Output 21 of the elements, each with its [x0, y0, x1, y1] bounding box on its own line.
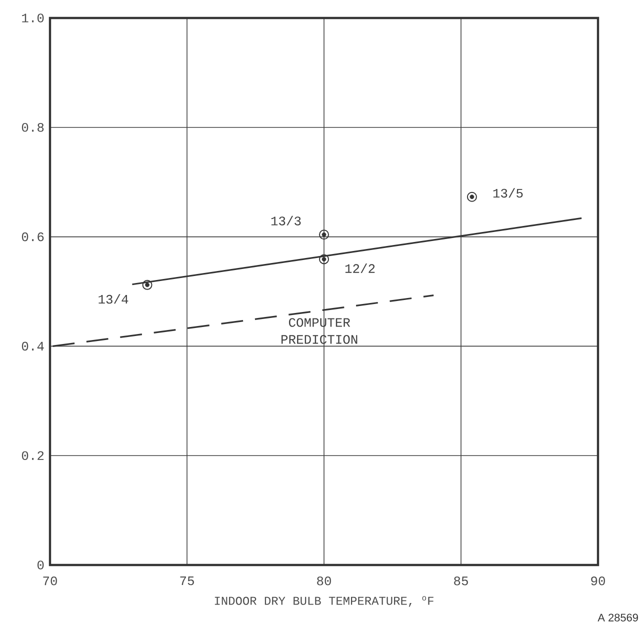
annotation: 13/5: [493, 188, 523, 198]
x-tick-label: 90: [591, 576, 605, 586]
y-tick-label: 0.8: [22, 122, 44, 132]
x-tick-label: 80: [317, 576, 331, 586]
point: [142, 280, 152, 290]
point: [319, 230, 330, 240]
x-tick-label: 70: [43, 576, 57, 586]
annotation: 13/4: [98, 294, 128, 304]
y-tick-label: 0.4: [22, 342, 44, 351]
y-tick-label: 0.2: [22, 451, 44, 460]
annotation: 13/3: [271, 216, 301, 226]
x-tick-label: 75: [180, 576, 194, 586]
y-tick-label: 0.6: [22, 232, 44, 242]
x-tick-label: 85: [454, 576, 468, 586]
y-tick-label: 0: [37, 560, 44, 570]
point: [466, 192, 477, 202]
x-axis-title: INDOOR DRY BULB TEMPERATURE, $^{o}$F: [214, 596, 434, 607]
annotation: 12/2: [345, 263, 375, 273]
y-tick-label: 1.0: [22, 14, 44, 22]
text: A 28569: [598, 614, 638, 622]
point: [319, 254, 330, 264]
